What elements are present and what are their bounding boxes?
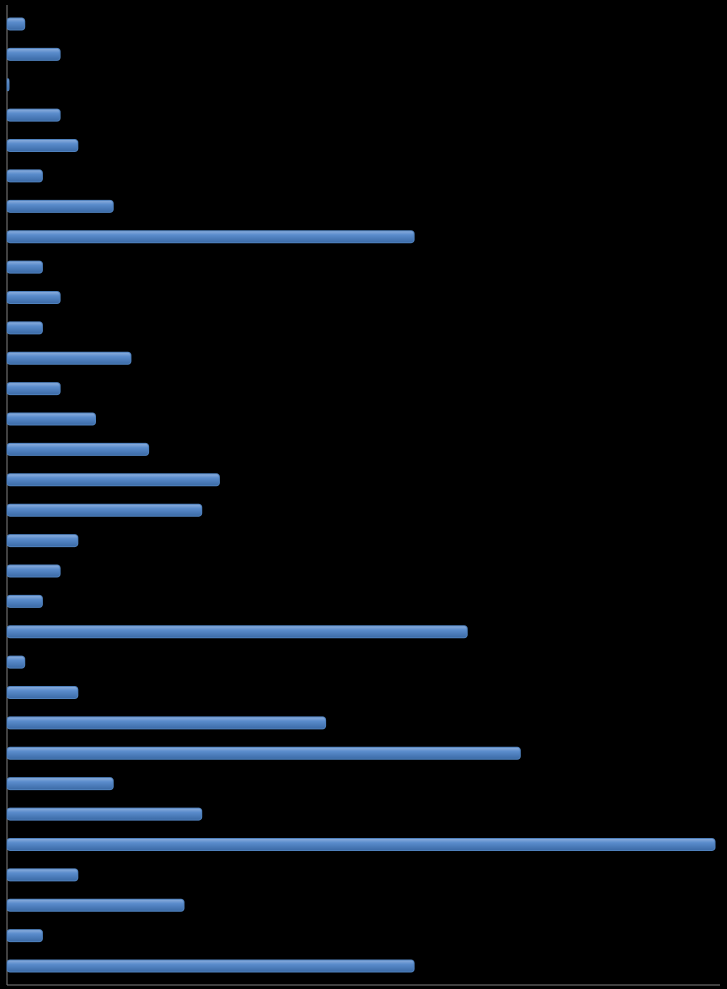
bar <box>6 868 79 882</box>
bar <box>6 230 415 244</box>
bar <box>6 442 150 456</box>
bar <box>6 473 220 487</box>
bar <box>6 290 61 304</box>
bar <box>6 78 10 92</box>
bar <box>6 898 185 912</box>
bar <box>6 777 114 791</box>
bar <box>6 807 203 821</box>
bar <box>6 17 26 31</box>
bar <box>6 47 61 61</box>
bar <box>6 534 79 548</box>
bar <box>6 594 43 608</box>
bar <box>6 564 61 578</box>
bar <box>6 625 468 639</box>
bar <box>6 108 61 122</box>
bar <box>6 199 114 213</box>
bar <box>6 412 96 426</box>
bar <box>6 169 43 183</box>
bar <box>6 655 26 669</box>
bar <box>6 837 716 851</box>
bar <box>6 382 61 396</box>
bar <box>6 321 43 335</box>
bar <box>6 716 327 730</box>
bar <box>6 746 521 760</box>
bar <box>6 686 79 700</box>
bar <box>6 503 203 517</box>
bar <box>6 929 43 943</box>
bar <box>6 139 79 153</box>
bar <box>6 260 43 274</box>
bar <box>6 959 415 973</box>
bar <box>6 351 132 365</box>
